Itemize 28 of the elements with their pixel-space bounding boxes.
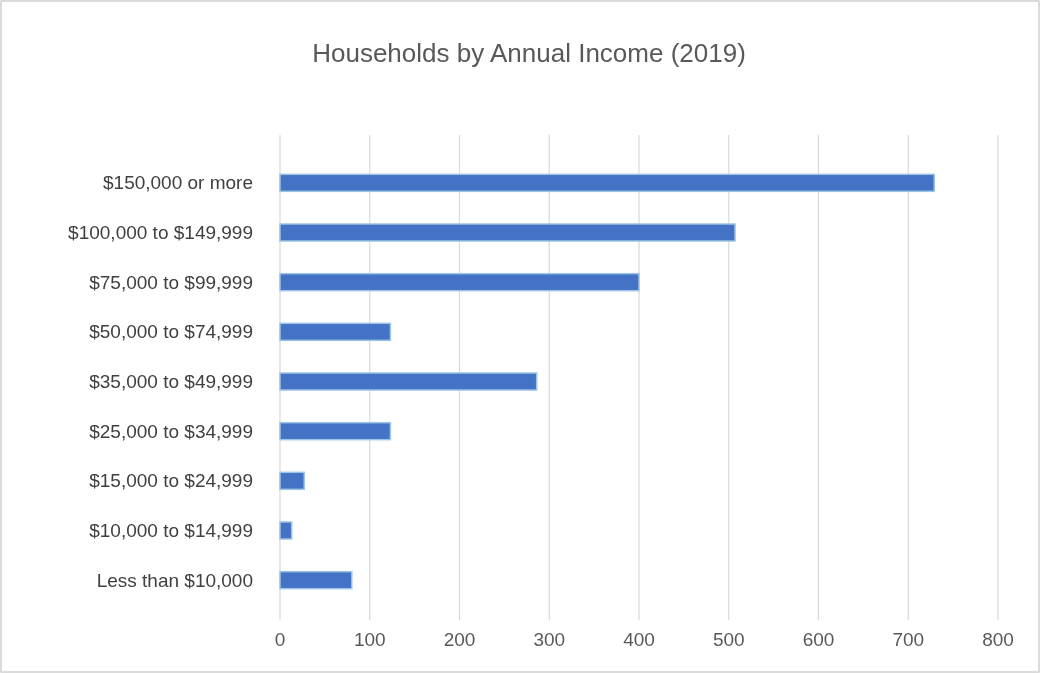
y-tick-label: $35,000 to $49,999 [89,371,253,393]
bar [279,223,736,242]
y-tick-label: Less than $10,000 [96,569,253,591]
bar [279,173,936,193]
y-tick-label: $150,000 or more [103,172,253,194]
y-tick-label: $100,000 to $149,999 [68,222,253,244]
chart-title: Households by Annual Income (2019) [312,38,746,68]
y-tick-label: $25,000 to $34,999 [89,420,253,442]
x-tick-label: 100 [353,629,386,650]
bar [279,272,640,292]
x-tick-label: 600 [802,629,835,650]
y-tick-label: $15,000 to $24,999 [89,470,253,492]
x-tick-label: 300 [533,629,566,650]
y-tick-label: $75,000 to $99,999 [89,271,253,293]
x-tick-label: 0 [274,629,286,650]
x-tick-label: 700 [892,629,925,650]
bar [279,421,392,441]
x-tick-label: 500 [712,629,745,650]
y-tick-label: $10,000 to $14,999 [89,520,253,542]
bar [279,372,538,391]
bar [279,471,305,491]
bar [279,322,392,342]
x-tick-label: 800 [982,629,1014,650]
bar [279,570,353,590]
x-tick-label: 200 [443,629,476,650]
y-tick-label: $50,000 to $74,999 [89,321,253,343]
x-tick-label: 400 [623,629,655,650]
bar [279,521,293,540]
